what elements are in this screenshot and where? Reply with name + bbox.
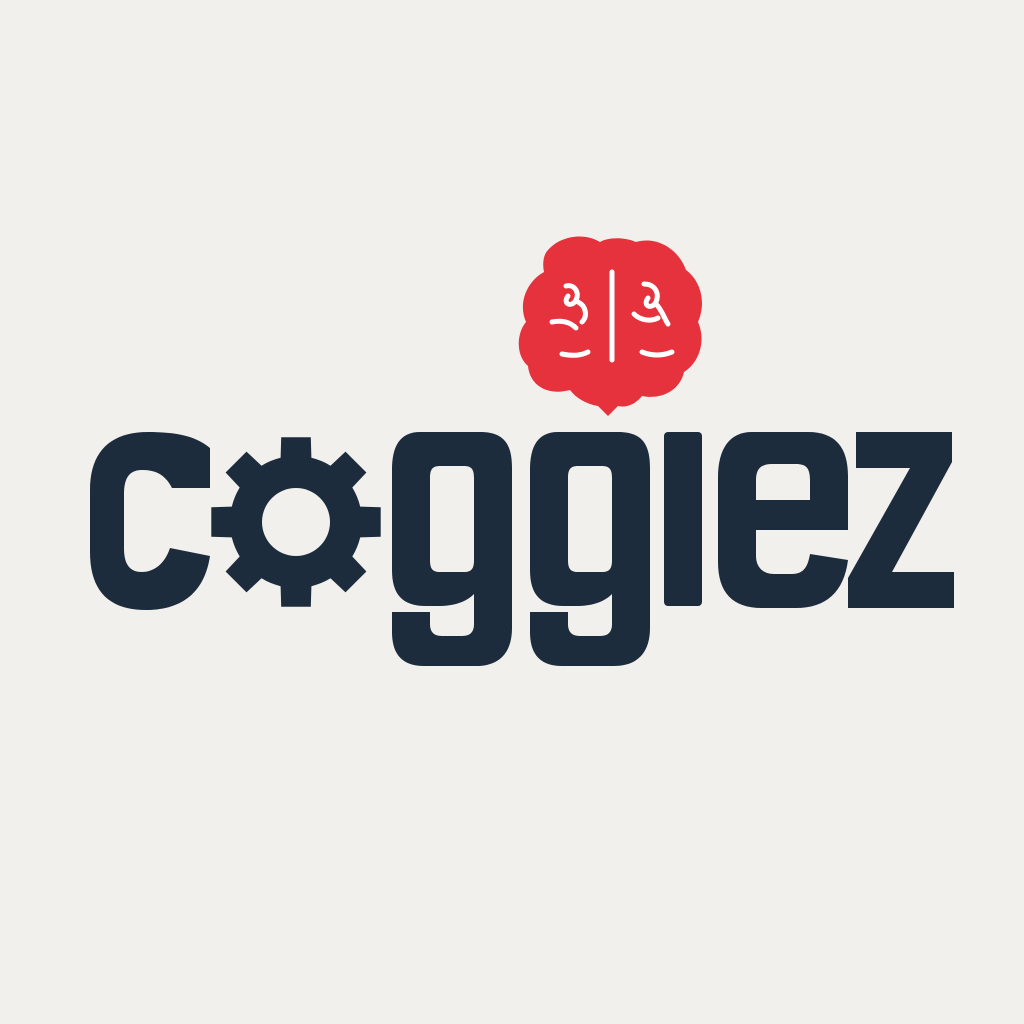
letter-c [90,432,210,610]
letter-e [718,432,848,608]
letter-z [848,432,954,608]
gear-icon [211,437,381,607]
letter-i [664,432,702,606]
letter-g-1 [392,432,512,666]
letter-g-2 [530,432,650,666]
brain-icon [518,236,702,416]
wordmark [90,432,954,666]
